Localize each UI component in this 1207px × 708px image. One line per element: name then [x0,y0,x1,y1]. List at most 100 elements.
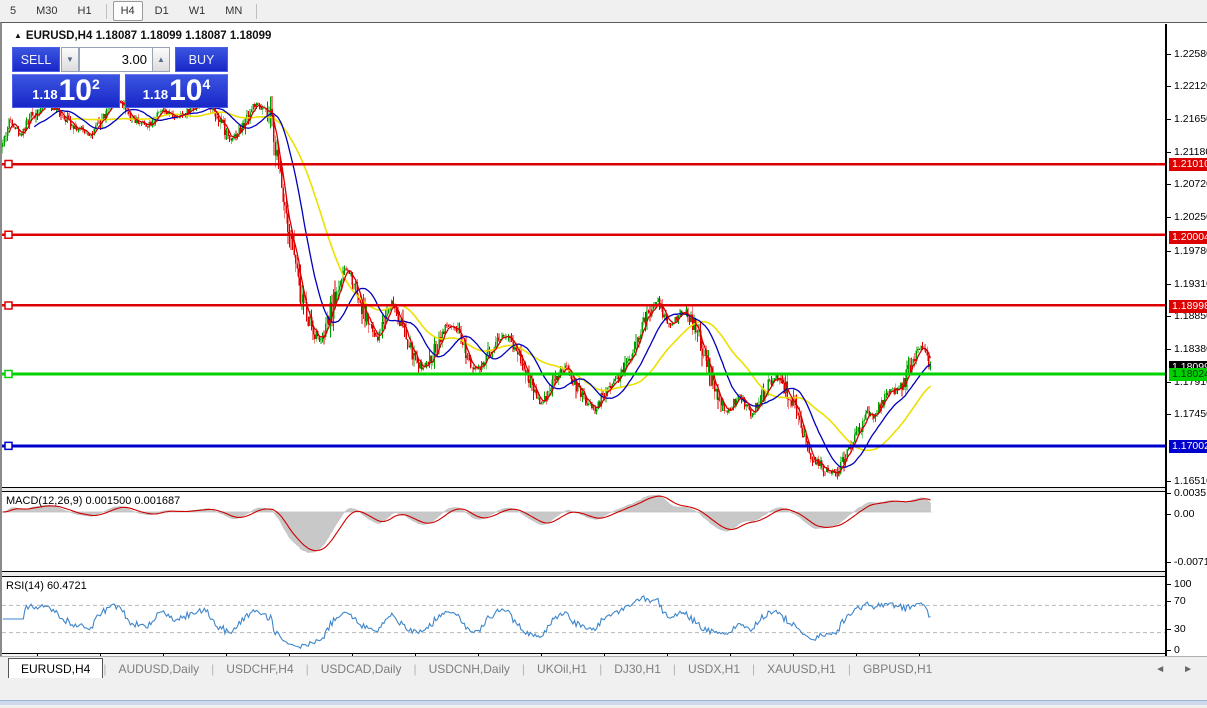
axis-tick [1167,414,1171,415]
tab-scroll-right-icon[interactable]: ► [1183,663,1193,675]
tab-scroll-controls: ◄ ► [1155,659,1193,679]
timeframe-button-m30[interactable]: M30 [36,5,58,17]
axis-tick [1167,562,1171,563]
panel-splitter[interactable] [2,488,1165,491]
chart-tab-gbpusd[interactable]: GBPUSD,H1 [862,662,933,676]
tab-separator: | [521,662,526,676]
axis-tick [1167,493,1171,494]
axis-tick [1167,514,1171,515]
price-axis-label: 1.19780 [1174,245,1207,257]
timeframe-button-h4[interactable]: H4 [112,1,143,21]
chart-tab-bar: EURUSD,H4 | AUDUSD,Daily | USDCHF,H4 | USDCAD,… [0,656,1207,679]
hline-handle[interactable] [4,441,13,451]
price-axis-label: 1.20720 [1174,178,1207,190]
price-axis-label: 1.18380 [1174,343,1207,355]
sell-price-box[interactable]: 1.18 10 2 [12,74,120,108]
chart-tab-xauusd[interactable]: XAUUSD,H1 [767,662,836,676]
timeframe-button-5[interactable]: 5 [10,5,17,17]
buy-price-point: 4 [202,76,211,92]
axis-tick [1167,284,1171,285]
timeframe-button-d1[interactable]: D1 [154,5,169,17]
price-badge-1.18024: 1.18024 [1169,368,1207,381]
tab-separator: | [413,662,417,676]
tab-separator: | [599,662,603,676]
rsi-label: RSI(14) 60.4721 [6,580,87,592]
tab-separator: | [211,662,215,676]
price-badge-1.20004: 1.20004 [1169,231,1207,244]
macd-indicator-panel[interactable]: MACD(12,26,9) 0.001500 0.001687 [2,491,1165,572]
price-badge-1.21010: 1.21010 [1169,158,1207,171]
chart-tab-eurusd[interactable]: EURUSD,H4 [8,658,104,679]
timeframe-button-mn[interactable]: MN [225,5,243,17]
hline-handle[interactable] [4,301,13,310]
rsi-indicator-panel[interactable]: RSI(14) 60.4721 [2,576,1165,654]
price-badge-1.17002: 1.17002 [1169,440,1207,453]
price-axis-label: 1.21180 [1174,146,1207,158]
chart-tab-ukoil[interactable]: UKOil,H1 [537,662,588,676]
macd-label: MACD(12,26,9) 0.001500 0.001687 [6,495,181,507]
main-chart-panel[interactable]: ▲ EURUSD,H4 1.18087 1.18099 1.18087 1.180… [2,24,1165,488]
hline-handle[interactable] [4,159,13,169]
axis-tick [1167,316,1171,317]
rsi-axis-label: 0 [1174,644,1180,656]
panel-splitter[interactable] [2,572,1165,576]
timeframe-button-h1[interactable]: H1 [77,5,92,17]
window-bottom-edge [0,678,1207,708]
volume-increase-button[interactable]: ▲ [152,47,170,72]
price-axis-label: 1.19310 [1174,278,1207,290]
axis-tick [1167,184,1171,185]
price-badge-1.18998: 1.18998 [1169,300,1207,313]
collapse-triangle-icon[interactable]: ▲ [14,31,22,40]
chart-tab-audusd[interactable]: AUDUSD,Daily [118,662,200,676]
price-axis-label: 1.20250 [1174,211,1207,223]
macd-axis-label: 0.00 [1174,508,1195,520]
hline-handle[interactable] [4,369,13,379]
buy-price-prefix: 1.18 [142,87,169,102]
chart-window: ▲ EURUSD,H4 1.18087 1.18099 1.18087 1.180… [0,22,1207,680]
price-axis-label: 1.17450 [1174,408,1207,420]
price-axis-label: 1.18850 [1174,310,1207,322]
one-click-trading-panel: SELL ▼ ▲ BUY 1.18 10 2 1.18 10 4 [12,47,228,108]
rsi-canvas[interactable] [2,577,1165,653]
axis-tick [1167,251,1171,252]
axis-tick [1167,584,1171,585]
hline-handle[interactable] [4,230,13,239]
sell-price-pips: 10 [58,74,92,107]
timeframe-button-w1[interactable]: W1 [188,5,206,17]
axis-tick [1167,152,1171,153]
macd-canvas[interactable] [2,492,1165,571]
sell-price-point: 2 [91,76,100,92]
timeframe-toolbar: 5 M30 H1 H4 D1 W1 MN [0,0,1207,23]
chart-tab-usdx[interactable]: USDX,H1 [688,662,741,676]
axis-tick [1167,217,1171,218]
price-axis-label: 1.22120 [1174,80,1207,92]
buy-button[interactable]: BUY [175,47,228,72]
price-axis[interactable]: 1.22580 1.22120 1.21650 1.21180 1.20720 1.202… [1165,24,1207,679]
volume-decrease-button[interactable]: ▼ [61,47,79,72]
sell-button[interactable]: SELL [12,47,60,72]
volume-input[interactable] [79,47,153,72]
axis-tick [1167,54,1171,55]
axis-tick [1167,601,1171,602]
buy-price-pips: 10 [169,74,203,107]
axis-tick [1167,119,1171,120]
tab-separator: | [305,662,309,676]
tab-scroll-left-icon[interactable]: ◄ [1155,663,1166,675]
rsi-axis-label: 30 [1174,623,1186,635]
toolbar-separator [256,3,258,19]
chart-tab-dj30[interactable]: DJ30,H1 [614,662,661,676]
macd-axis-label: -0.00717 [1174,556,1207,568]
buy-price-box[interactable]: 1.18 10 4 [125,74,228,108]
price-axis-label: 1.21650 [1174,113,1207,125]
chart-tab-usdchf[interactable]: USDCHF,H4 [226,662,294,676]
tab-separator: | [847,662,851,676]
chart-tab-usdcnh[interactable]: USDCNH,Daily [428,662,510,676]
axis-tick [1167,349,1171,350]
sell-price-prefix: 1.18 [32,87,58,102]
chart-tab-usdcad[interactable]: USDCAD,Daily [320,662,402,676]
tab-separator: | [672,662,676,676]
price-axis-label: 1.22580 [1174,48,1207,60]
axis-tick [1167,86,1171,87]
tab-separator: | [752,662,756,676]
